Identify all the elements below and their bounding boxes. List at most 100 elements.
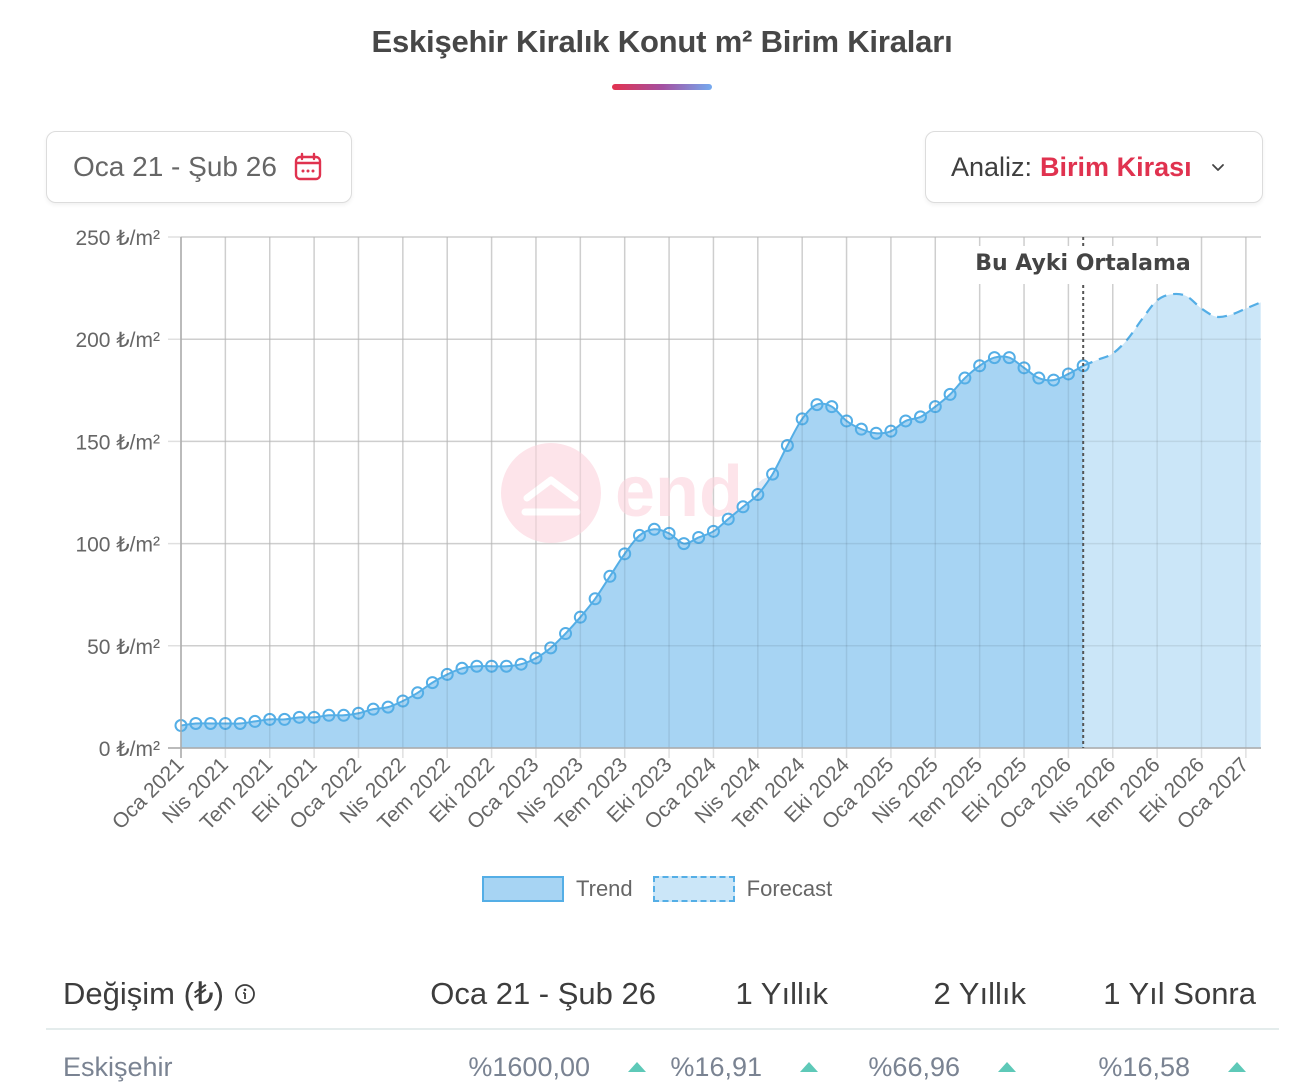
data-point	[529, 651, 543, 665]
data-point	[189, 716, 203, 730]
date-range-label: Oca 21 - Şub 26	[73, 151, 277, 182]
data-point	[1032, 371, 1046, 385]
title-underline	[612, 84, 712, 90]
info-icon[interactable]	[234, 983, 256, 1005]
analysis-label: Analiz:	[951, 151, 1033, 182]
data-point	[573, 610, 587, 624]
data-point	[706, 524, 720, 538]
up-arrow-icon	[628, 1062, 646, 1072]
date-range-button[interactable]: Oca 21 - Şub 26	[46, 131, 352, 203]
chevron-down-icon	[1211, 164, 1224, 171]
legend-forecast-swatch[interactable]	[652, 876, 735, 902]
data-point	[677, 537, 691, 551]
data-point	[692, 530, 706, 544]
change-table: Değişim (₺) Oca 21 - Şub 26 1 Yıllık 2 Y…	[46, 960, 1279, 1084]
data-point	[366, 702, 380, 716]
header-1y: 1 Yıllık	[735, 976, 828, 1011]
data-point	[381, 700, 395, 714]
data-point	[958, 371, 972, 385]
header-change: Değişim (₺)	[46, 976, 356, 1012]
data-point	[810, 398, 824, 412]
calendar-icon	[294, 152, 322, 181]
data-point	[721, 512, 735, 526]
table-row: Eskişehir %1600,00 %16,91 %66,96 %16,58	[46, 1030, 1279, 1084]
data-point	[973, 359, 987, 373]
data-point	[499, 659, 513, 673]
trend-area	[181, 356, 1084, 748]
y-tick-label: 150 ₺/m²	[75, 431, 160, 454]
forecast-area	[1083, 293, 1261, 748]
data-point	[544, 641, 558, 655]
analysis-dropdown[interactable]: Analiz: Birim Kirası	[925, 131, 1263, 203]
data-point	[854, 422, 868, 436]
data-point	[751, 488, 765, 502]
header-period: Oca 21 - Şub 26	[430, 976, 656, 1011]
data-point	[1002, 351, 1016, 365]
table-header: Değişim (₺) Oca 21 - Şub 26 1 Yıllık 2 Y…	[46, 960, 1279, 1030]
data-point	[470, 659, 484, 673]
legend-trend-label[interactable]: Trend	[576, 876, 633, 901]
data-point	[514, 657, 528, 671]
data-point	[603, 569, 617, 583]
data-point	[322, 708, 336, 722]
data-point	[1047, 373, 1061, 387]
value-period: %1600,00	[468, 1052, 656, 1083]
y-tick-label: 100 ₺/m²	[75, 534, 160, 557]
data-point	[647, 522, 661, 536]
legend-trend-swatch[interactable]	[482, 876, 564, 902]
data-point	[795, 412, 809, 426]
data-point	[1061, 367, 1075, 381]
header-2y: 2 Yıllık	[933, 976, 1026, 1011]
data-point	[1017, 361, 1031, 375]
y-tick-label: 250 ₺/m²	[75, 227, 160, 250]
up-arrow-icon	[1228, 1062, 1246, 1072]
trend-line	[180, 355, 1084, 727]
y-tick-label: 200 ₺/m²	[75, 329, 160, 352]
data-point	[292, 710, 306, 724]
annotation-label: Bu Ayki Ortalama	[975, 251, 1191, 276]
up-arrow-icon	[998, 1062, 1016, 1072]
analysis-value: Birim Kirası	[1040, 151, 1192, 182]
legend-forecast-label[interactable]: Forecast	[746, 876, 833, 901]
data-point	[263, 712, 277, 726]
page-title: Eskişehir Kiralık Konut m² Birim Kiralar…	[371, 24, 953, 59]
row-city: Eskişehir	[63, 1051, 173, 1082]
data-point	[278, 712, 292, 726]
data-point	[425, 676, 439, 690]
data-point	[218, 716, 232, 730]
data-point	[618, 547, 632, 561]
data-point	[337, 708, 351, 722]
data-point	[869, 426, 883, 440]
data-point	[825, 400, 839, 414]
data-point	[840, 414, 854, 428]
value-2y: %66,96	[868, 1052, 1026, 1083]
chart-legend: Trend Forecast	[482, 876, 832, 902]
data-point	[440, 667, 454, 681]
data-point	[736, 500, 750, 514]
up-arrow-icon	[800, 1062, 818, 1072]
data-point	[233, 716, 247, 730]
data-point	[780, 438, 794, 452]
data-point	[766, 467, 780, 481]
data-point	[928, 400, 942, 414]
data-point	[351, 706, 365, 720]
value-1y-later: %16,58	[1098, 1052, 1256, 1083]
data-point	[884, 424, 898, 438]
data-point	[662, 526, 676, 540]
y-tick-label: 0 ₺/m²	[99, 738, 160, 761]
y-tick-label: 50 ₺/m²	[87, 636, 160, 659]
data-point	[588, 592, 602, 606]
svg-text:end: end	[615, 452, 743, 532]
data-point	[307, 710, 321, 724]
data-point	[559, 627, 573, 641]
data-point	[914, 410, 927, 424]
data-point	[396, 694, 410, 708]
data-point	[248, 714, 262, 728]
header-1y-later: 1 Yıl Sonra	[1103, 976, 1256, 1011]
value-1y: %16,91	[670, 1052, 828, 1083]
data-point	[485, 659, 499, 673]
data-point	[411, 686, 425, 700]
data-point	[899, 414, 913, 428]
data-point	[455, 661, 469, 675]
